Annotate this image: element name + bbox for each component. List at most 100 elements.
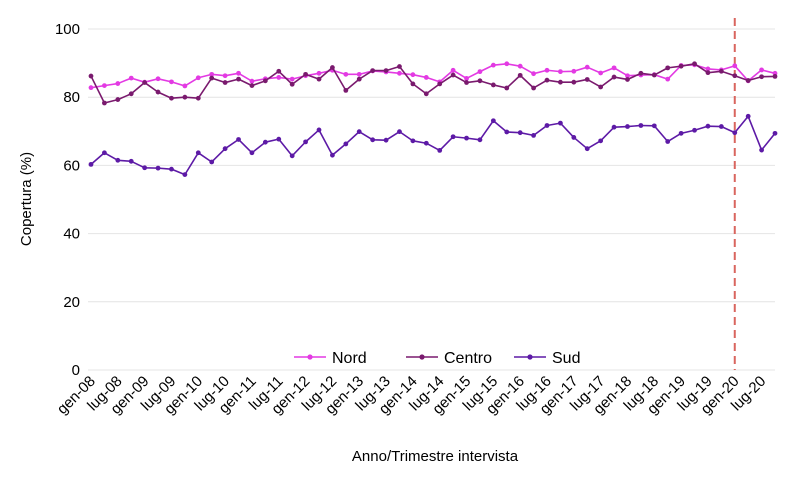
data-point-nord [732,63,738,69]
legend-label-sud: Sud [552,350,580,367]
y-tick-label: 0 [72,362,80,379]
data-point-sud [289,153,295,159]
data-point-centro [303,71,308,77]
data-point-nord [115,81,121,86]
data-point-sud [316,127,322,133]
legend-marker-nord [307,354,313,360]
data-point-nord [88,85,94,91]
data-point-nord [611,65,617,71]
data-point-centro [262,78,268,84]
data-point-sud [558,120,563,126]
data-point-nord [155,76,161,82]
data-point-sud [88,161,94,167]
data-point-centro [477,78,483,84]
data-point-centro [182,94,188,100]
data-point-centro [102,100,107,106]
data-point-centro [665,65,671,71]
data-point-centro [316,76,322,82]
series-line-sud [90,115,776,176]
data-point-nord [209,71,215,77]
series-centro [88,61,778,106]
data-point-sud [692,127,697,133]
data-point-nord [289,76,295,82]
data-point-sud [155,165,161,171]
data-point-sud [759,147,764,153]
data-point-centro [611,74,617,80]
data-point-centro [289,81,295,87]
y-axis-title: Copertura (%) [18,152,35,246]
data-point-centro [558,79,563,85]
data-point-sud [571,135,577,140]
data-point-centro [410,81,416,87]
data-point-centro [88,73,94,79]
data-point-centro [692,61,697,67]
data-point-sud [356,129,362,135]
data-point-centro [222,80,228,85]
data-point-centro [651,72,657,78]
legend: Nord Centro Sud [294,350,580,367]
data-point-centro [450,72,456,78]
data-point-sud [678,130,684,136]
data-point-sud [584,146,590,152]
data-point-centro [598,84,604,90]
data-point-sud [370,137,376,143]
data-point-sud [745,113,751,119]
legend-label-nord: Nord [332,350,367,367]
data-point-centro [531,85,536,91]
data-point-centro [330,65,335,70]
data-point-nord [236,70,241,76]
data-point-sud [705,123,711,129]
x-axis-title: Anno/Trimestre intervista [352,448,519,465]
data-point-nord [450,67,456,73]
series-line-nord [90,62,776,89]
y-tick-label: 20 [63,294,80,311]
data-point-sud [490,118,496,124]
y-tick-label: 40 [63,226,80,243]
data-point-sud [182,172,188,178]
data-point-sud [423,140,429,146]
data-point-centro [772,73,778,79]
y-tick-label: 80 [63,89,80,106]
data-point-sud [397,129,402,135]
data-point-sud [209,159,215,165]
data-point-nord [477,69,483,75]
data-point-sud [142,165,148,171]
data-point-centro [356,76,362,82]
data-point-centro [745,78,751,83]
data-point-centro [169,95,174,101]
data-point-nord [276,75,282,80]
data-point-centro [128,91,134,97]
data-point-centro [370,68,376,74]
data-point-sud [638,123,644,128]
data-point-sud [517,130,523,136]
data-point-sud [236,137,241,142]
data-point-sud [330,152,335,158]
data-point-sud [651,123,657,129]
data-point-centro [383,68,389,74]
data-point-nord [531,71,536,77]
data-point-centro [517,72,523,78]
y-tick-label: 100 [55,21,80,38]
data-point-sud [732,130,738,136]
data-point-sud [504,129,510,135]
grid-lines [88,28,775,371]
data-point-sud [544,123,550,128]
data-point-sud [410,138,416,144]
data-point-nord [504,61,510,67]
data-point-sud [718,124,724,129]
data-point-nord [625,73,630,79]
data-point-centro [209,75,215,81]
data-point-centro [397,64,402,69]
data-point-centro [625,77,630,82]
data-point-sud [128,158,134,164]
data-point-centro [544,77,550,83]
data-point-sud [383,137,389,143]
data-point-nord [410,72,416,78]
data-point-centro [276,68,282,74]
data-point-nord [128,75,134,81]
data-point-nord [584,64,590,70]
data-point-centro [571,79,577,85]
x-tick-labels: gen-08lug-08gen-09lug-09gen-10lug-10gen-… [54,373,770,418]
data-point-nord [423,75,429,80]
data-point-nord [665,76,671,82]
